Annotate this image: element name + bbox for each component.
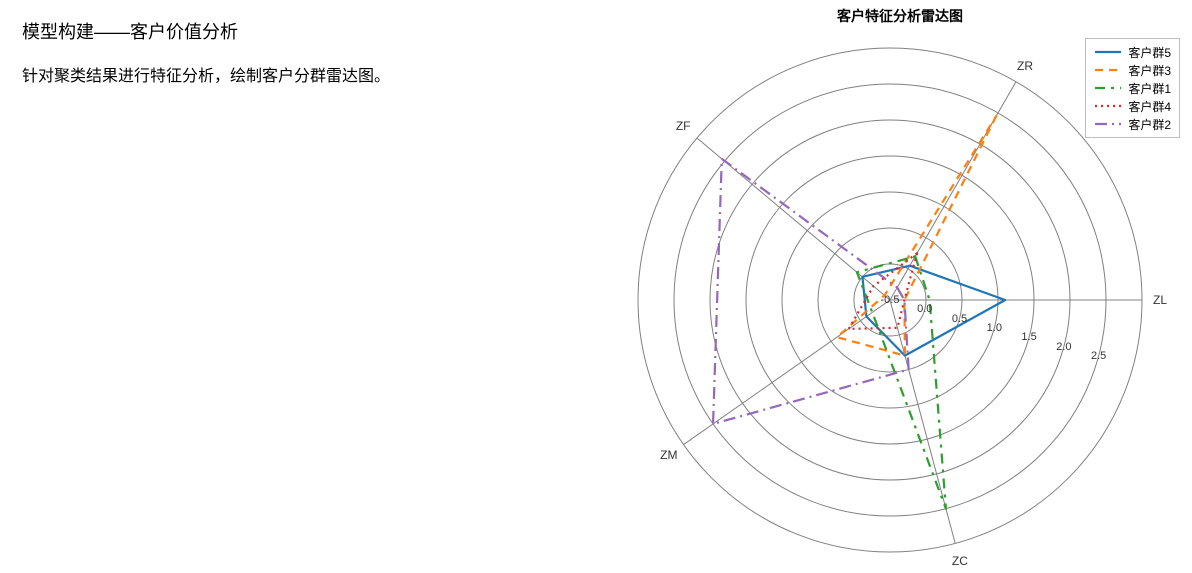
tick-label: 0.5 xyxy=(952,313,967,325)
legend-label: 客户群3 xyxy=(1128,62,1171,79)
tick-label: 2.0 xyxy=(1056,341,1071,353)
legend-label: 客户群2 xyxy=(1128,116,1171,133)
chart-legend: 客户群5客户群3客户群1客户群4客户群2 xyxy=(1085,38,1180,138)
axis-label: ZF xyxy=(676,119,691,133)
tick-label: 0.0 xyxy=(917,303,932,315)
axis-label: ZC xyxy=(952,554,968,568)
tick-label: 2.5 xyxy=(1091,350,1106,362)
legend-label: 客户群4 xyxy=(1128,98,1171,115)
tick-label: 1.5 xyxy=(1021,331,1036,343)
legend-row: 客户群4 xyxy=(1094,97,1171,115)
legend-swatch xyxy=(1094,99,1122,113)
legend-row: 客户群5 xyxy=(1094,43,1171,61)
legend-swatch xyxy=(1094,63,1122,77)
legend-label: 客户群1 xyxy=(1128,80,1171,97)
radar-chart: 客户特征分析雷达图 客户群5客户群3客户群1客户群4客户群2 ZR ZL ZC ZM Z… xyxy=(610,0,1190,573)
legend-swatch xyxy=(1094,117,1122,131)
axis-label: ZL xyxy=(1153,293,1167,307)
series-path xyxy=(837,116,996,356)
legend-swatch xyxy=(1094,81,1122,95)
page-root: 模型构建——客户价值分析 针对聚类结果进行特征分析，绘制客户分群雷达图。 客户特… xyxy=(0,0,1192,573)
legend-swatch xyxy=(1094,45,1122,59)
tick-label: 1.0 xyxy=(987,322,1002,334)
legend-row: 客户群3 xyxy=(1094,61,1171,79)
axis-label: ZM xyxy=(660,448,677,462)
tick-label: -0.5 xyxy=(881,294,900,306)
legend-row: 客户群2 xyxy=(1094,115,1171,133)
page-subheading: 针对聚类结果进行特征分析，绘制客户分群雷达图。 xyxy=(22,64,390,90)
axis-label: ZR xyxy=(1017,59,1033,73)
page-heading: 模型构建——客户价值分析 xyxy=(22,18,238,47)
legend-row: 客户群1 xyxy=(1094,79,1171,97)
legend-label: 客户群5 xyxy=(1128,44,1171,61)
chart-title: 客户特征分析雷达图 xyxy=(610,6,1190,26)
